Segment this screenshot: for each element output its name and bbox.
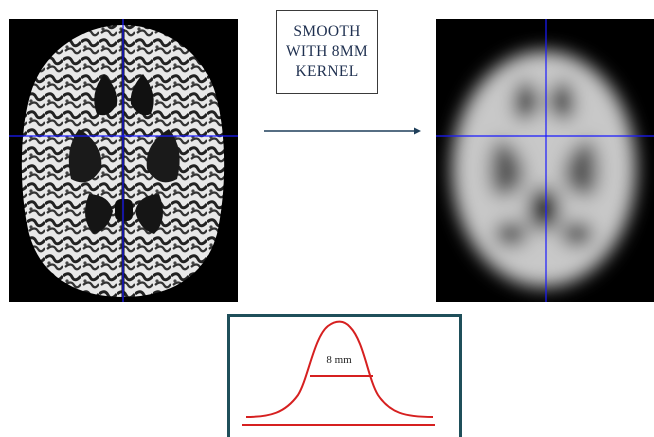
gaussian-curve [246,322,433,417]
unsmoothed-brain-image [9,19,238,302]
right-arrow-icon [262,124,422,138]
smoothing-step-label: SMOOTH WITH 8MM KERNEL [276,10,378,94]
step-label-line-2: WITH 8MM [286,42,368,62]
step-label-line-1: SMOOTH [293,22,360,42]
gaussian-kernel-diagram: 8 mm [227,314,462,437]
fwhm-label: 8 mm [314,354,364,366]
step-label-line-3: KERNEL [296,62,359,82]
smoothed-brain-image [436,19,654,302]
